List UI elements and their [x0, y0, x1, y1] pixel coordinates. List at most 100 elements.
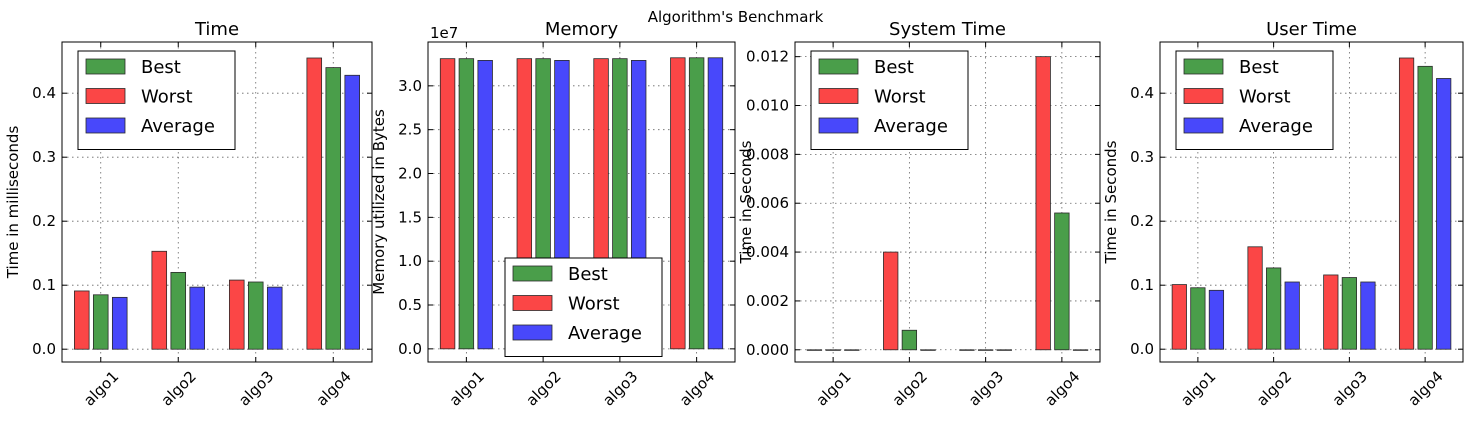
legend-label-worst: Worst: [568, 294, 620, 315]
legend-label-best: Best: [568, 264, 608, 285]
legend-swatch-worst: [818, 88, 859, 104]
axes-frame: [1159, 41, 1464, 363]
bar-worst-algo4: [306, 57, 323, 350]
bar-best-algo2: [170, 271, 187, 350]
x-tick-label: algo2: [889, 367, 931, 409]
y-tick-label: 0.4: [32, 84, 56, 102]
x-tick-label: algo3: [1329, 367, 1371, 409]
bar-average-algo1: [477, 60, 493, 350]
y-tick-label: 0.0: [32, 340, 56, 358]
bar-best-algo1: [458, 58, 475, 350]
legend-label-average: Average: [141, 116, 215, 137]
bar-worst-algo2: [151, 250, 168, 350]
y-multiplier-label: 1e7: [430, 24, 458, 42]
legend-label-average: Average: [1239, 116, 1313, 137]
legend-label-best: Best: [141, 57, 181, 78]
legend-label-average: Average: [568, 323, 642, 344]
bar-worst-algo4: [670, 57, 686, 350]
legend: Best Worst Average: [504, 257, 663, 357]
y-tick-label: 0.4: [1130, 84, 1154, 102]
y-tick-label: 2.5: [398, 121, 422, 139]
y-tick-label: 2.0: [398, 165, 422, 183]
legend-swatch-best: [1183, 58, 1224, 75]
y-tick-label: 0.012: [746, 48, 789, 66]
bar-average-algo2: [1284, 281, 1300, 350]
legend-label-worst: Worst: [874, 87, 926, 108]
bar-average-algo4: [1072, 349, 1089, 351]
y-tick-label: 0.3: [32, 148, 56, 166]
bar-average-algo4: [344, 74, 361, 350]
y-tick-label: 0.000: [746, 341, 789, 359]
bar-best-algo2: [901, 329, 918, 351]
legend-swatch-average: [1183, 117, 1224, 134]
y-tick-label: 0.0: [398, 340, 422, 358]
x-tick-label: algo2: [523, 367, 565, 409]
bar-worst-algo1: [439, 58, 456, 350]
legend-swatch-worst: [1183, 88, 1224, 104]
bar-best-algo3: [247, 281, 264, 350]
bar-best-algo2: [1266, 267, 1282, 350]
bar-best-algo3: [1341, 277, 1357, 350]
y-axis-label: Time in Seconds: [737, 140, 755, 264]
x-tick-label: algo4: [676, 367, 718, 409]
bar-best-algo1: [1190, 287, 1206, 350]
y-tick-label: 0.1: [32, 276, 56, 294]
x-tick-label: algo3: [599, 367, 641, 409]
bar-average-algo3: [266, 286, 283, 350]
legend-label-worst: Worst: [141, 87, 193, 108]
y-tick-label: 0.010: [746, 97, 789, 115]
bar-worst-algo2: [1247, 246, 1263, 350]
bar-worst-algo3: [228, 279, 245, 350]
legend-label-best: Best: [1239, 57, 1279, 78]
chart-title: Memory: [545, 19, 619, 40]
legend-swatch-average: [512, 324, 553, 341]
bar-worst-algo2: [883, 251, 899, 351]
bar-average-algo2: [920, 349, 936, 351]
x-tick-label: algo1: [80, 367, 122, 409]
legend-label-average: Average: [874, 116, 948, 137]
bar-best-algo4: [325, 67, 342, 350]
x-tick-label: algo2: [1253, 367, 1295, 409]
bar-best-algo1: [92, 294, 109, 350]
x-tick-label: algo4: [1405, 367, 1447, 409]
bar-worst-algo1: [1171, 284, 1187, 350]
legend-swatch-average: [85, 117, 126, 134]
chart-title: Time: [194, 19, 239, 40]
y-tick-label: 0.002: [746, 292, 789, 310]
y-tick-label: 0.2: [1130, 212, 1154, 230]
axes-frame: [794, 41, 1101, 363]
bar-average-algo1: [1208, 289, 1225, 350]
bar-best-algo1: [825, 349, 841, 351]
x-tick-label: algo3: [965, 367, 1007, 409]
y-tick-label: 0.3: [1130, 148, 1154, 166]
y-tick-label: 0.006: [746, 194, 789, 212]
bar-average-algo1: [844, 349, 860, 351]
bar-average-algo3: [996, 349, 1012, 351]
legend-swatch-best: [512, 265, 553, 282]
axes-frame: [61, 41, 373, 363]
y-tick-label: 0.5: [398, 296, 422, 314]
y-tick-label: 0.004: [746, 243, 789, 261]
chart-4: 0.0 0.1 0.2 0.3 0.4 algo1 algo2 algo3 algo4 User …: [1102, 19, 1464, 410]
y-tick-label: 0.008: [746, 145, 789, 163]
y-tick-label: 0.2: [32, 212, 56, 230]
bar-worst-algo3: [959, 349, 975, 351]
legend-swatch-best: [85, 58, 126, 75]
y-tick-label: 1.0: [398, 252, 422, 270]
x-tick-label: algo1: [446, 367, 488, 409]
legend-swatch-worst: [85, 88, 126, 104]
chart-1: 0.0 0.1 0.2 0.3 0.4 algo1 algo2 algo3 algo4 Time T…: [4, 19, 373, 410]
legend-swatch-average: [818, 117, 859, 134]
x-tick-label: algo1: [1177, 367, 1219, 409]
x-tick-label: algo1: [813, 367, 855, 409]
y-tick-label: 0.1: [1130, 276, 1154, 294]
bar-average-algo4: [1436, 78, 1452, 350]
x-tick-label: algo2: [158, 367, 200, 409]
y-axis-label: Time in milliseconds: [4, 126, 22, 280]
y-axis-label: Memory utilized in Bytes: [370, 109, 388, 295]
bar-best-algo4: [688, 57, 705, 350]
bar-worst-algo4: [1035, 56, 1051, 351]
bar-worst-algo4: [1398, 57, 1415, 350]
legend: Best Worst Average: [1175, 50, 1334, 150]
